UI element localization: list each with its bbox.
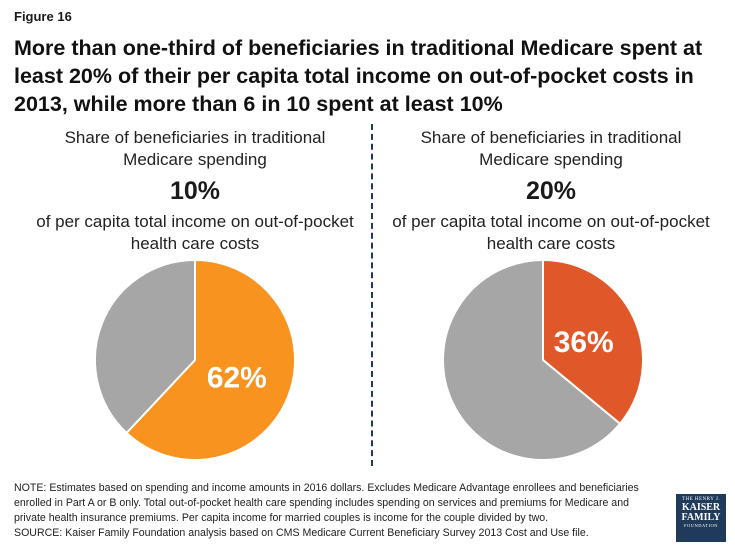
source-text: SOURCE: Kaiser Family Foundation analysi… — [14, 527, 589, 539]
panel-left: Share of beneficiaries in traditional Me… — [30, 127, 360, 255]
logo-line-2a: KAISER — [681, 502, 721, 513]
panel-threshold: 10% — [169, 177, 221, 205]
kff-logo: THE HENRY J. KAISER FAMILY FOUNDATION — [676, 494, 726, 542]
note-text: NOTE: Estimates based on spending and in… — [14, 482, 639, 524]
panel-right: Share of beneficiaries in traditional Me… — [386, 127, 716, 255]
pie-data-label: 36% — [554, 326, 614, 359]
panel-threshold: 20% — [525, 177, 577, 205]
panel-divider — [371, 124, 373, 466]
pie-chart-20pct: 36% — [442, 258, 644, 461]
logo-line-1: THE HENRY J. — [681, 497, 721, 502]
logo-line-3: FOUNDATION — [684, 523, 718, 528]
pie-slice-1 — [442, 258, 622, 461]
chart-title: More than one-third of beneficiaries in … — [14, 36, 703, 116]
panel-subtitle-2: of per capita total income on out-of-poc… — [392, 212, 710, 253]
pie-slice-0 — [125, 258, 296, 461]
panel-subtitle-2: of per capita total income on out-of-poc… — [36, 212, 354, 253]
pie-slice-1 — [94, 258, 196, 435]
panel-subtitle: Share of beneficiaries in traditional Me… — [64, 128, 326, 169]
pie-slice-0 — [542, 258, 644, 426]
footnote: NOTE: Estimates based on spending and in… — [14, 481, 654, 541]
logo-line-2b: FAMILY — [681, 512, 721, 523]
figure-label: Figure 16 — [14, 9, 72, 24]
pie-data-label: 62% — [207, 362, 267, 395]
panel-subtitle: Share of beneficiaries in traditional Me… — [420, 128, 682, 169]
pie-chart-10pct: 62% — [94, 258, 296, 461]
